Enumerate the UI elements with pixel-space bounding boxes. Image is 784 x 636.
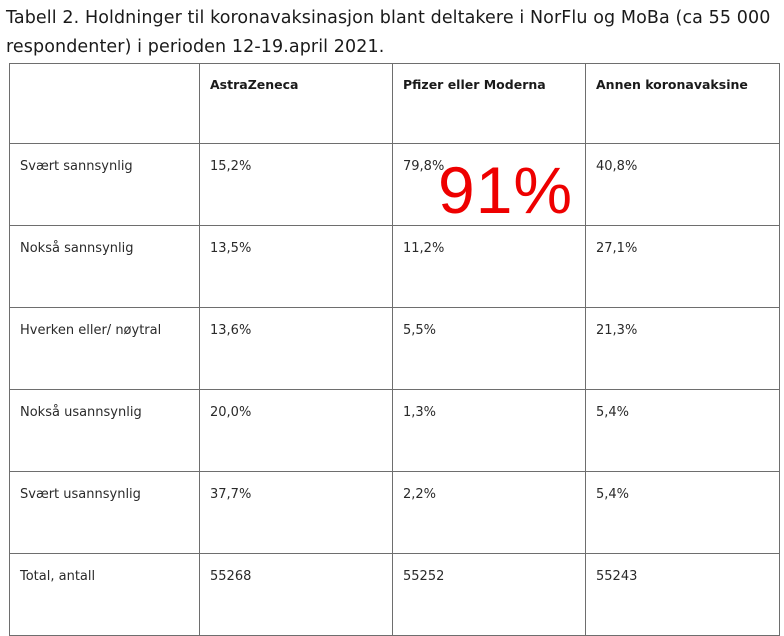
table-cell: 55268 bbox=[199, 553, 393, 636]
table-cell: 5,4% bbox=[585, 471, 780, 554]
table-row: Nokså usannsynlig 20,0% 1,3% 5,4% bbox=[9, 389, 780, 472]
table-cell: 55252 bbox=[392, 553, 586, 636]
table-cell: 13,5% bbox=[199, 225, 393, 308]
vaccine-attitude-table: AstraZeneca Pfizer eller Moderna Annen k… bbox=[9, 63, 780, 636]
row-label: Svært usannsynlig bbox=[9, 471, 200, 554]
header-cell-astrazeneca: AstraZeneca bbox=[199, 63, 393, 144]
table-cell: 21,3% bbox=[585, 307, 780, 390]
table-cell: 79,8% bbox=[392, 143, 586, 226]
table-row-total: Total, antall 55268 55252 55243 bbox=[9, 553, 780, 636]
header-cell-empty bbox=[9, 63, 200, 144]
table-cell: 5,5% bbox=[392, 307, 586, 390]
table-cell: 20,0% bbox=[199, 389, 393, 472]
caption-line-2: respondenter) i perioden 12-19.april 202… bbox=[6, 37, 385, 57]
table-caption: Tabell 2. Holdninger til koronavaksinasj… bbox=[6, 4, 778, 62]
table-row: Svært usannsynlig 37,7% 2,2% 5,4% bbox=[9, 471, 780, 554]
table-cell: 2,2% bbox=[392, 471, 586, 554]
table-cell: 5,4% bbox=[585, 389, 780, 472]
table-cell: 55243 bbox=[585, 553, 780, 636]
table-row: Hverken eller/ nøytral 13,6% 5,5% 21,3% bbox=[9, 307, 780, 390]
header-cell-other-vaccine: Annen koronavaksine bbox=[585, 63, 780, 144]
table-cell: 13,6% bbox=[199, 307, 393, 390]
table-row: Svært sannsynlig 15,2% 79,8% 40,8% bbox=[9, 143, 780, 226]
row-label: Total, antall bbox=[9, 553, 200, 636]
row-label: Hverken eller/ nøytral bbox=[9, 307, 200, 390]
table-header-row: AstraZeneca Pfizer eller Moderna Annen k… bbox=[9, 63, 780, 144]
table-cell: 27,1% bbox=[585, 225, 780, 308]
table-cell: 1,3% bbox=[392, 389, 586, 472]
row-label: Nokså usannsynlig bbox=[9, 389, 200, 472]
row-label: Nokså sannsynlig bbox=[9, 225, 200, 308]
table-cell: 15,2% bbox=[199, 143, 393, 226]
overlay-annotation: 91% bbox=[438, 153, 574, 227]
header-cell-pfizer-moderna: Pfizer eller Moderna bbox=[392, 63, 586, 144]
caption-line-1: Tabell 2. Holdninger til koronavaksinasj… bbox=[6, 8, 771, 28]
row-label: Svært sannsynlig bbox=[9, 143, 200, 226]
table-cell: 40,8% bbox=[585, 143, 780, 226]
table-cell: 37,7% bbox=[199, 471, 393, 554]
table-cell: 11,2% bbox=[392, 225, 586, 308]
table-row: Nokså sannsynlig 13,5% 11,2% 27,1% bbox=[9, 225, 780, 308]
